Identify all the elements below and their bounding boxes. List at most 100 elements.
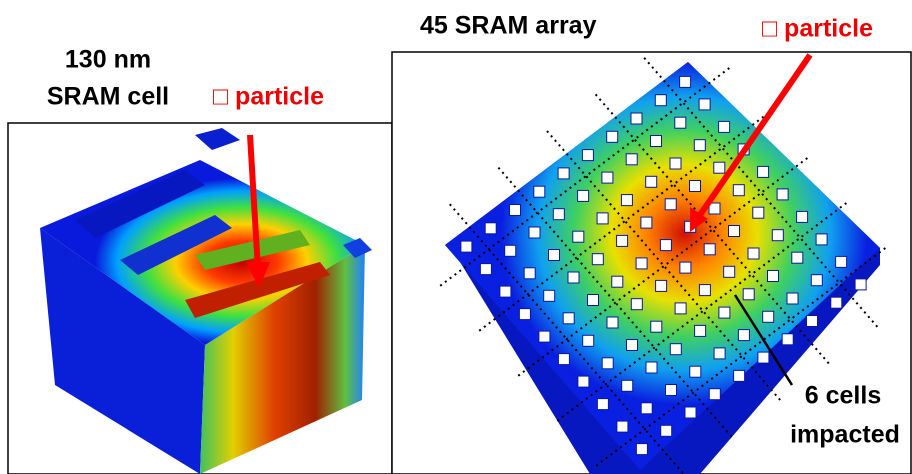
cell — [621, 195, 632, 206]
cell — [510, 205, 521, 216]
cell — [753, 207, 764, 218]
cell — [631, 113, 642, 124]
cell — [782, 334, 793, 345]
cell — [797, 211, 808, 222]
cell — [660, 240, 671, 251]
cell — [553, 209, 564, 220]
cell — [656, 280, 667, 291]
cell — [626, 154, 637, 165]
cell — [699, 285, 710, 296]
cell — [758, 166, 769, 177]
cell — [602, 172, 613, 183]
cell — [733, 185, 744, 196]
cell — [811, 275, 822, 286]
cell — [485, 223, 496, 234]
cell — [558, 168, 569, 179]
cell — [651, 321, 662, 332]
cell — [831, 297, 842, 308]
cell — [583, 335, 594, 346]
cell — [758, 352, 769, 363]
cell — [695, 325, 706, 336]
cell — [772, 230, 783, 241]
cell — [704, 244, 715, 255]
cell — [631, 299, 642, 310]
cell — [524, 268, 535, 279]
cell — [505, 245, 516, 256]
cell — [602, 358, 613, 369]
cell — [748, 248, 759, 259]
cell — [568, 272, 579, 283]
cell — [690, 366, 701, 377]
cell — [675, 303, 686, 314]
cell — [588, 295, 599, 306]
cell — [675, 117, 686, 128]
cell — [734, 370, 745, 381]
cell — [529, 227, 540, 238]
cell — [519, 309, 530, 320]
cell — [558, 354, 569, 365]
cell — [699, 99, 710, 110]
cell — [563, 313, 574, 324]
cell — [685, 407, 696, 418]
cell — [680, 262, 691, 273]
cell — [768, 271, 779, 282]
cell — [534, 186, 545, 197]
left-title: 130 nm — [65, 46, 151, 74]
cell — [680, 76, 691, 87]
cell — [597, 213, 608, 224]
cell — [500, 286, 511, 297]
cell — [709, 389, 720, 400]
cell — [777, 189, 788, 200]
cell — [578, 376, 589, 387]
cell — [627, 340, 638, 351]
particle-label: □ particle — [213, 83, 324, 111]
cell — [597, 399, 608, 410]
cell — [855, 279, 866, 290]
cell — [622, 380, 633, 391]
cell — [544, 290, 555, 301]
cell — [787, 293, 798, 304]
cell — [573, 231, 584, 242]
cell — [666, 385, 677, 396]
figure: 130 nm SRAM cell □ particle 45 SRAM arra… — [0, 0, 912, 474]
cell — [578, 190, 589, 201]
annotation: impacted — [790, 421, 900, 449]
cell — [641, 217, 652, 228]
cell — [738, 330, 749, 341]
cell — [714, 162, 725, 173]
cell — [617, 421, 628, 432]
cell — [792, 252, 803, 263]
cell — [617, 235, 628, 246]
cell — [665, 199, 676, 210]
cell — [655, 95, 666, 106]
cell — [607, 131, 618, 142]
cell — [549, 250, 560, 261]
cell — [592, 254, 603, 265]
cell — [461, 241, 472, 252]
cell — [694, 140, 705, 151]
cell — [719, 121, 730, 132]
cell — [641, 403, 652, 414]
cell — [729, 226, 740, 237]
cell — [670, 158, 681, 169]
cell — [670, 344, 681, 355]
cell — [636, 444, 647, 455]
cell — [607, 317, 618, 328]
cell — [661, 425, 672, 436]
right-title: 45 SRAM array — [420, 12, 597, 40]
cell — [690, 181, 701, 192]
cell — [719, 307, 730, 318]
cell — [612, 276, 623, 287]
cell — [636, 258, 647, 269]
cell — [714, 348, 725, 359]
annotation: 6 cells — [805, 382, 881, 410]
cell — [836, 256, 847, 267]
cell — [480, 264, 491, 275]
cell — [539, 331, 550, 342]
cell — [646, 362, 657, 373]
cell — [646, 176, 657, 187]
cell — [763, 311, 774, 322]
cell — [743, 289, 754, 300]
cell — [816, 234, 827, 245]
left-title: SRAM cell — [47, 83, 169, 111]
